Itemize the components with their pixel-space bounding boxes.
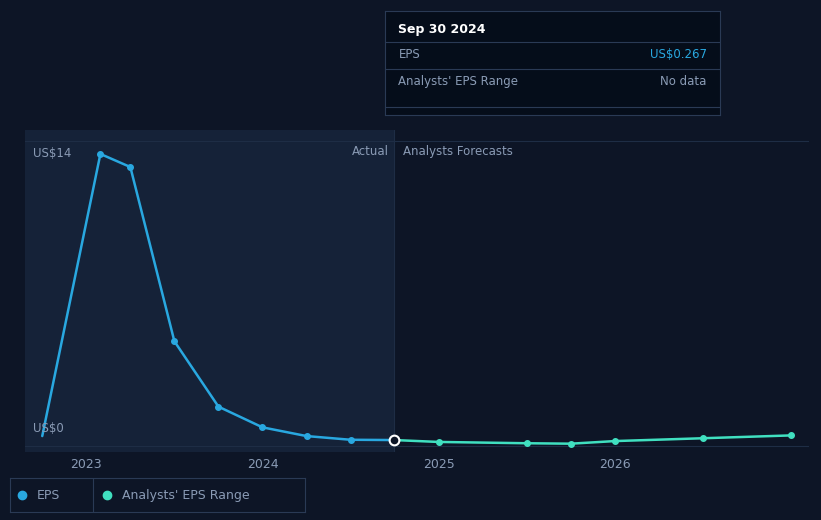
Text: Analysts Forecasts: Analysts Forecasts	[403, 145, 513, 158]
Bar	[394, 130, 809, 452]
Bar	[25, 130, 394, 452]
Text: US$0.267: US$0.267	[649, 48, 707, 61]
Text: Analysts' EPS Range: Analysts' EPS Range	[122, 489, 250, 502]
Text: Analysts' EPS Range: Analysts' EPS Range	[398, 75, 518, 88]
Text: US$0: US$0	[34, 422, 64, 435]
Text: Sep 30 2024: Sep 30 2024	[398, 23, 486, 36]
Text: No data: No data	[660, 75, 707, 88]
Text: Actual: Actual	[352, 145, 389, 158]
Text: EPS: EPS	[398, 48, 420, 61]
Text: US$14: US$14	[34, 148, 71, 161]
Text: EPS: EPS	[36, 489, 60, 502]
